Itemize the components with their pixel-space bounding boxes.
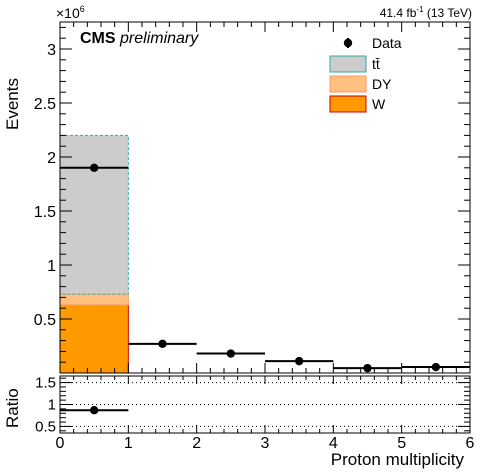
legend-swatch-DY <box>329 75 367 93</box>
x-tick-label: 6 <box>466 435 475 452</box>
x-axis-label: Proton multiplicity <box>331 450 465 469</box>
ratio-ytick-label: 1.5 <box>35 375 56 392</box>
data-point-0 <box>89 163 99 172</box>
main-ytick-label: 2 <box>47 150 56 167</box>
ratio-axis-ticks: 0.5 1 1.5 0 1 2 3 4 5 6 <box>35 375 474 452</box>
y-axis-label: Events <box>3 78 22 130</box>
cms-label: CMS preliminary <box>80 30 199 47</box>
data-point-3 <box>294 356 304 366</box>
ratio-ytick-label: 1 <box>48 397 56 414</box>
ratio-point-0 <box>89 406 99 415</box>
x-tick-label: 4 <box>329 435 338 452</box>
legend-swatch-tt̄ <box>329 55 367 73</box>
x-tick-label: 2 <box>192 435 201 452</box>
lumi-label: 41.4 fb-1 (13 TeV) <box>380 5 472 20</box>
data-point-5 <box>431 362 441 372</box>
x-tick-label: 5 <box>397 435 406 452</box>
data-points <box>60 163 470 373</box>
ratio-gridlines <box>60 382 470 427</box>
ratio-plot: 0.5 1 1.5 0 1 2 3 4 5 6 <box>35 375 474 452</box>
legend-label-tt̄: tt̄ <box>372 56 380 72</box>
data-point-2 <box>226 349 236 358</box>
main-plot: 0.5 1 1.5 2 2.5 3 <box>34 21 471 374</box>
main-ytick-label: 1.5 <box>34 204 56 221</box>
legend-swatch-W <box>329 95 367 113</box>
data-point-4 <box>363 363 372 373</box>
legend-label-DY: DY <box>372 76 392 92</box>
legend-label-data: Data <box>372 35 402 51</box>
ratio-axis-label: Ratio <box>3 388 22 428</box>
bar-DY-bin-0 <box>59 293 129 306</box>
y-multiplier: ×106 <box>56 4 85 21</box>
legend: Data tt̄ DY W <box>329 35 402 113</box>
legend-label-W: W <box>372 96 386 112</box>
main-ytick-label: 3 <box>47 42 56 59</box>
x-tick-label: 3 <box>261 435 270 452</box>
main-ytick-label: 0.5 <box>34 312 56 329</box>
x-tick-label: 1 <box>124 435 133 452</box>
ratio-points <box>60 406 129 415</box>
data-point-1 <box>158 339 167 349</box>
legend-data-marker <box>343 38 353 48</box>
ratio-ytick-label: 0.5 <box>35 418 56 435</box>
main-ytick-label: 1 <box>47 258 56 275</box>
bar-tt̄-bin-0 <box>59 134 129 295</box>
main-axis-ticks: 0.5 1 1.5 2 2.5 3 <box>34 22 471 373</box>
stacked-bars <box>59 134 129 374</box>
x-tick-label: 0 <box>56 435 65 452</box>
bar-W-bin-0 <box>59 304 129 374</box>
main-ytick-label: 2.5 <box>34 96 56 113</box>
